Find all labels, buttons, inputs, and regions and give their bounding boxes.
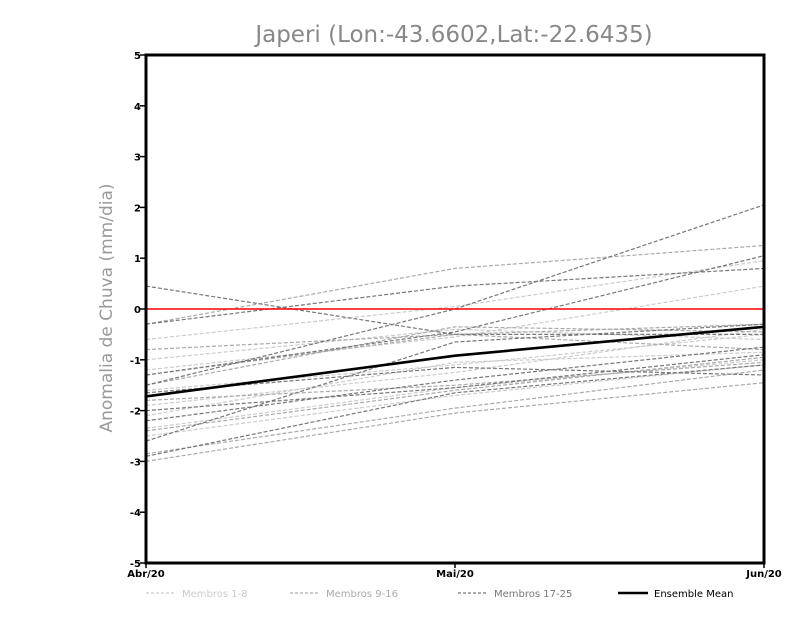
y-tick-label: 3 xyxy=(134,153,141,164)
y-tick-label: -1 xyxy=(130,356,141,367)
legend-label-2: Membros 9-16 xyxy=(326,589,398,600)
x-tick-label: Mai/20 xyxy=(436,569,474,580)
chart-title: Japeri (Lon:-43.6602,Lat:-22.6435) xyxy=(253,22,652,48)
member-lines xyxy=(145,204,765,462)
member-line-g2-5 xyxy=(145,369,765,455)
member-line-g1-4 xyxy=(145,351,765,417)
member-line-g2-2 xyxy=(145,333,765,376)
ensemble-mean-line xyxy=(145,325,765,398)
y-tick-label: 1 xyxy=(134,254,141,265)
y-axis-label: Anomalia de Chuva (mm/dia) xyxy=(97,183,117,432)
member-line-g2-1 xyxy=(145,244,765,325)
member-line-g1-1 xyxy=(145,260,765,341)
member-line-g2-6 xyxy=(145,361,765,401)
legend-label-1: Membros 1-8 xyxy=(182,589,248,600)
y-tick-label: 2 xyxy=(134,203,141,214)
member-line-g3-8 xyxy=(145,354,765,412)
ensemble-mean-layer xyxy=(145,325,765,398)
y-tick-label: 0 xyxy=(134,305,141,316)
legend-label-3: Membros 17-25 xyxy=(494,589,572,600)
member-line-g3-9 xyxy=(145,366,765,394)
member-line-g2-7 xyxy=(145,382,765,462)
member-line-g3-3 xyxy=(145,285,764,335)
y-tick-label: -3 xyxy=(130,457,141,468)
y-tick-label: -4 xyxy=(130,508,141,519)
member-line-g3-4 xyxy=(145,255,765,376)
x-axis-ticks: Abr/20 Mai/20 Jun/20 xyxy=(127,563,782,580)
x-tick-label: Jun/20 xyxy=(745,569,782,580)
y-tick-label: 5 xyxy=(134,51,141,62)
member-line-g3-7 xyxy=(145,364,765,457)
legend-label-4: Ensemble Mean xyxy=(654,589,733,600)
y-tick-label: 4 xyxy=(134,102,141,113)
member-line-g3-2 xyxy=(145,267,765,325)
y-tick-label: -5 xyxy=(130,559,141,570)
y-tick-label: -2 xyxy=(130,407,141,418)
legend: Membros 1-8 Membros 9-16 Membros 17-25 Ense… xyxy=(146,589,733,600)
member-line-g1-5 xyxy=(145,359,765,429)
member-line-g1-7 xyxy=(145,364,765,437)
member-line-g2-4 xyxy=(145,356,765,432)
member-line-g3-5 xyxy=(145,323,765,442)
x-tick-label: Abr/20 xyxy=(127,569,164,580)
member-line-g3-6 xyxy=(145,346,765,422)
member-line-g1-3 xyxy=(145,328,765,407)
member-line-g1-2 xyxy=(145,285,765,371)
member-line-g2-3 xyxy=(145,326,765,386)
y-axis-ticks: 5 4 3 2 1 0 -1 -2 -3 -4 -5 xyxy=(130,51,146,570)
